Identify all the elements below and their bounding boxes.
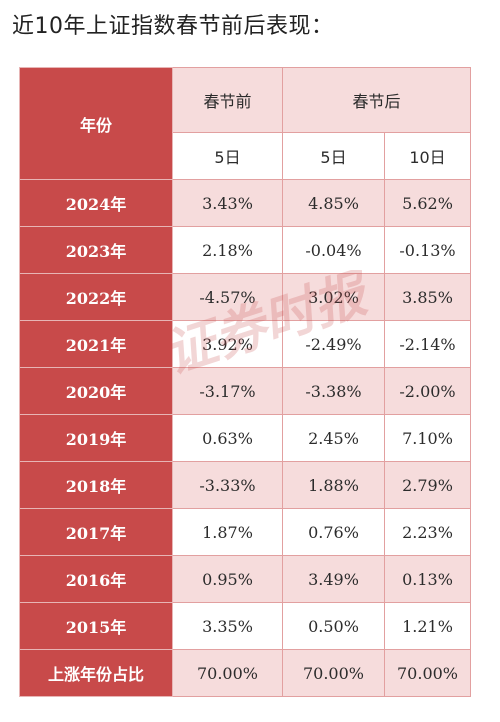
cell-before-5d: 1.87% bbox=[172, 508, 283, 556]
table-row: 2020年 -3.17% -3.38% -2.00% bbox=[19, 367, 472, 415]
cell-before-5d: 3.92% bbox=[172, 320, 283, 368]
cell-after-10d: 2.23% bbox=[383, 508, 472, 556]
cell-after-10d: -2.00% bbox=[383, 367, 472, 415]
row-year: 2020年 bbox=[19, 367, 173, 415]
cell-after-10d: -0.13% bbox=[383, 226, 472, 274]
table-row: 2021年 3.92% -2.49% -2.14% bbox=[19, 320, 472, 368]
cell-after-5d: -3.38% bbox=[282, 367, 385, 415]
table-row: 2024年 3.43% 4.85% 5.62% bbox=[19, 179, 472, 227]
cell-after-10d: 3.85% bbox=[383, 273, 472, 321]
cell-after-5d: 3.49% bbox=[282, 555, 385, 603]
cell-after-10d: 2.79% bbox=[383, 461, 472, 509]
row-year: 2023年 bbox=[19, 226, 173, 274]
summary-row: 上涨年份占比 70.00% 70.00% 70.00% bbox=[19, 649, 472, 697]
table-row: 2022年 -4.57% 3.02% 3.85% bbox=[19, 273, 472, 321]
summary-label: 上涨年份占比 bbox=[19, 649, 173, 697]
row-year: 2017年 bbox=[19, 508, 173, 556]
cell-after-5d: 0.50% bbox=[282, 602, 385, 650]
cell-after-5d: 4.85% bbox=[282, 179, 385, 227]
table-row: 2015年 3.35% 0.50% 1.21% bbox=[19, 602, 472, 650]
header-year: 年份 bbox=[19, 67, 173, 180]
summary-after-5d: 70.00% bbox=[282, 649, 385, 697]
cell-after-5d: 0.76% bbox=[282, 508, 385, 556]
cell-before-5d: 0.95% bbox=[172, 555, 283, 603]
page-title: 近10年上证指数春节前后表现： bbox=[12, 14, 334, 39]
subheader-after-5d: 5日 bbox=[282, 132, 385, 180]
table-row: 2018年 -3.33% 1.88% 2.79% bbox=[19, 461, 472, 509]
summary-after-10d: 70.00% bbox=[383, 649, 472, 697]
cell-after-5d: 3.02% bbox=[282, 273, 385, 321]
cell-before-5d: -4.57% bbox=[172, 273, 283, 321]
cell-after-10d: -2.14% bbox=[383, 320, 472, 368]
cell-before-5d: 3.43% bbox=[172, 179, 283, 227]
cell-before-5d: -3.17% bbox=[172, 367, 283, 415]
row-year: 2015年 bbox=[19, 602, 173, 650]
cell-after-5d: -0.04% bbox=[282, 226, 385, 274]
row-year: 2019年 bbox=[19, 414, 173, 462]
subheader-after-10d: 10日 bbox=[383, 132, 472, 180]
cell-after-10d: 7.10% bbox=[383, 414, 472, 462]
header-before: 春节前 bbox=[172, 67, 283, 133]
table-row: 2017年 1.87% 0.76% 2.23% bbox=[19, 508, 472, 556]
cell-after-5d: -2.49% bbox=[282, 320, 385, 368]
table-row: 2019年 0.63% 2.45% 7.10% bbox=[19, 414, 472, 462]
row-year: 2016年 bbox=[19, 555, 173, 603]
table-row: 2023年 2.18% -0.04% -0.13% bbox=[19, 226, 472, 274]
row-year: 2022年 bbox=[19, 273, 173, 321]
row-year: 2024年 bbox=[19, 179, 173, 227]
subheader-before-5d: 5日 bbox=[172, 132, 283, 180]
cell-before-5d: 2.18% bbox=[172, 226, 283, 274]
cell-after-5d: 2.45% bbox=[282, 414, 385, 462]
cell-after-10d: 1.21% bbox=[383, 602, 472, 650]
cell-after-5d: 1.88% bbox=[282, 461, 385, 509]
header-after: 春节后 bbox=[281, 67, 472, 133]
summary-before-5d: 70.00% bbox=[172, 649, 283, 697]
cell-before-5d: 3.35% bbox=[172, 602, 283, 650]
row-year: 2021年 bbox=[19, 320, 173, 368]
row-year: 2018年 bbox=[19, 461, 173, 509]
cell-before-5d: -3.33% bbox=[172, 461, 283, 509]
cell-after-10d: 5.62% bbox=[383, 179, 472, 227]
cell-before-5d: 0.63% bbox=[172, 414, 283, 462]
table-row: 2016年 0.95% 3.49% 0.13% bbox=[19, 555, 472, 603]
data-table: 年份 春节前 春节后 5日 5日 10日 2024年 3.43% 4.85% 5… bbox=[19, 67, 472, 697]
cell-after-10d: 0.13% bbox=[383, 555, 472, 603]
